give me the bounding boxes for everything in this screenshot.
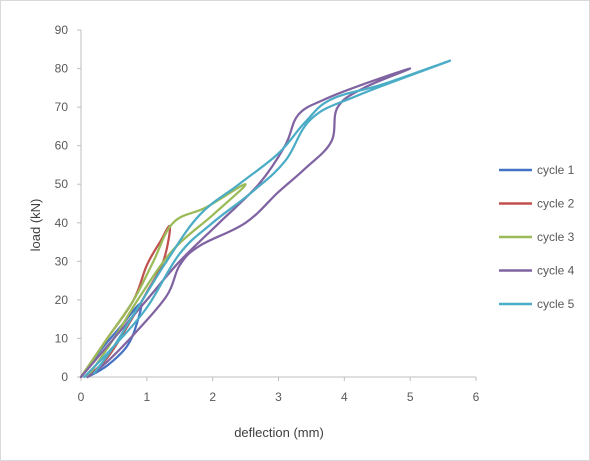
series-line-cycle-5 xyxy=(83,59,451,379)
series-line-cycle-2 xyxy=(79,224,172,379)
y-tick-label: 50 xyxy=(55,177,69,191)
axes: 0 10 20 30 40 50 60 70 80 90 0 1 2 3 4 5 6 xyxy=(55,23,480,404)
series-line-cycle-3 xyxy=(79,183,247,379)
x-axis-title: deflection (mm) xyxy=(234,425,324,440)
y-tick-label: 80 xyxy=(55,62,69,76)
x-tick-label: 5 xyxy=(407,390,414,404)
legend: cycle 1 cycle 2 cycle 3 cycle 4 cycle 5 xyxy=(499,163,575,311)
y-tick-label: 70 xyxy=(55,100,69,114)
y-tick-label: 30 xyxy=(55,254,69,268)
series-layer xyxy=(79,59,451,379)
x-tick-label: 6 xyxy=(473,390,480,404)
y-tick-label: 20 xyxy=(55,293,69,307)
y-tick-label: 0 xyxy=(61,370,68,384)
y-axis-title: load (kN) xyxy=(28,199,43,252)
series-line-cycle-1 xyxy=(79,302,143,379)
y-tick-label: 90 xyxy=(55,23,69,37)
x-tick-label: 3 xyxy=(275,390,282,404)
legend-entry: cycle 2 xyxy=(537,197,575,211)
legend-entry: cycle 5 xyxy=(537,297,575,311)
x-tick-label: 4 xyxy=(341,390,348,404)
x-tick-label: 0 xyxy=(78,390,85,404)
x-tick-label: 1 xyxy=(143,390,150,404)
legend-entry: cycle 3 xyxy=(537,230,575,244)
legend-entry: cycle 1 xyxy=(537,163,575,177)
y-tick-label: 60 xyxy=(55,139,69,153)
x-tick-label: 2 xyxy=(209,390,216,404)
series-line-cycle-4 xyxy=(79,67,412,379)
legend-entry: cycle 4 xyxy=(537,264,575,278)
y-tick-label: 10 xyxy=(55,331,69,345)
y-tick-label: 40 xyxy=(55,216,69,230)
